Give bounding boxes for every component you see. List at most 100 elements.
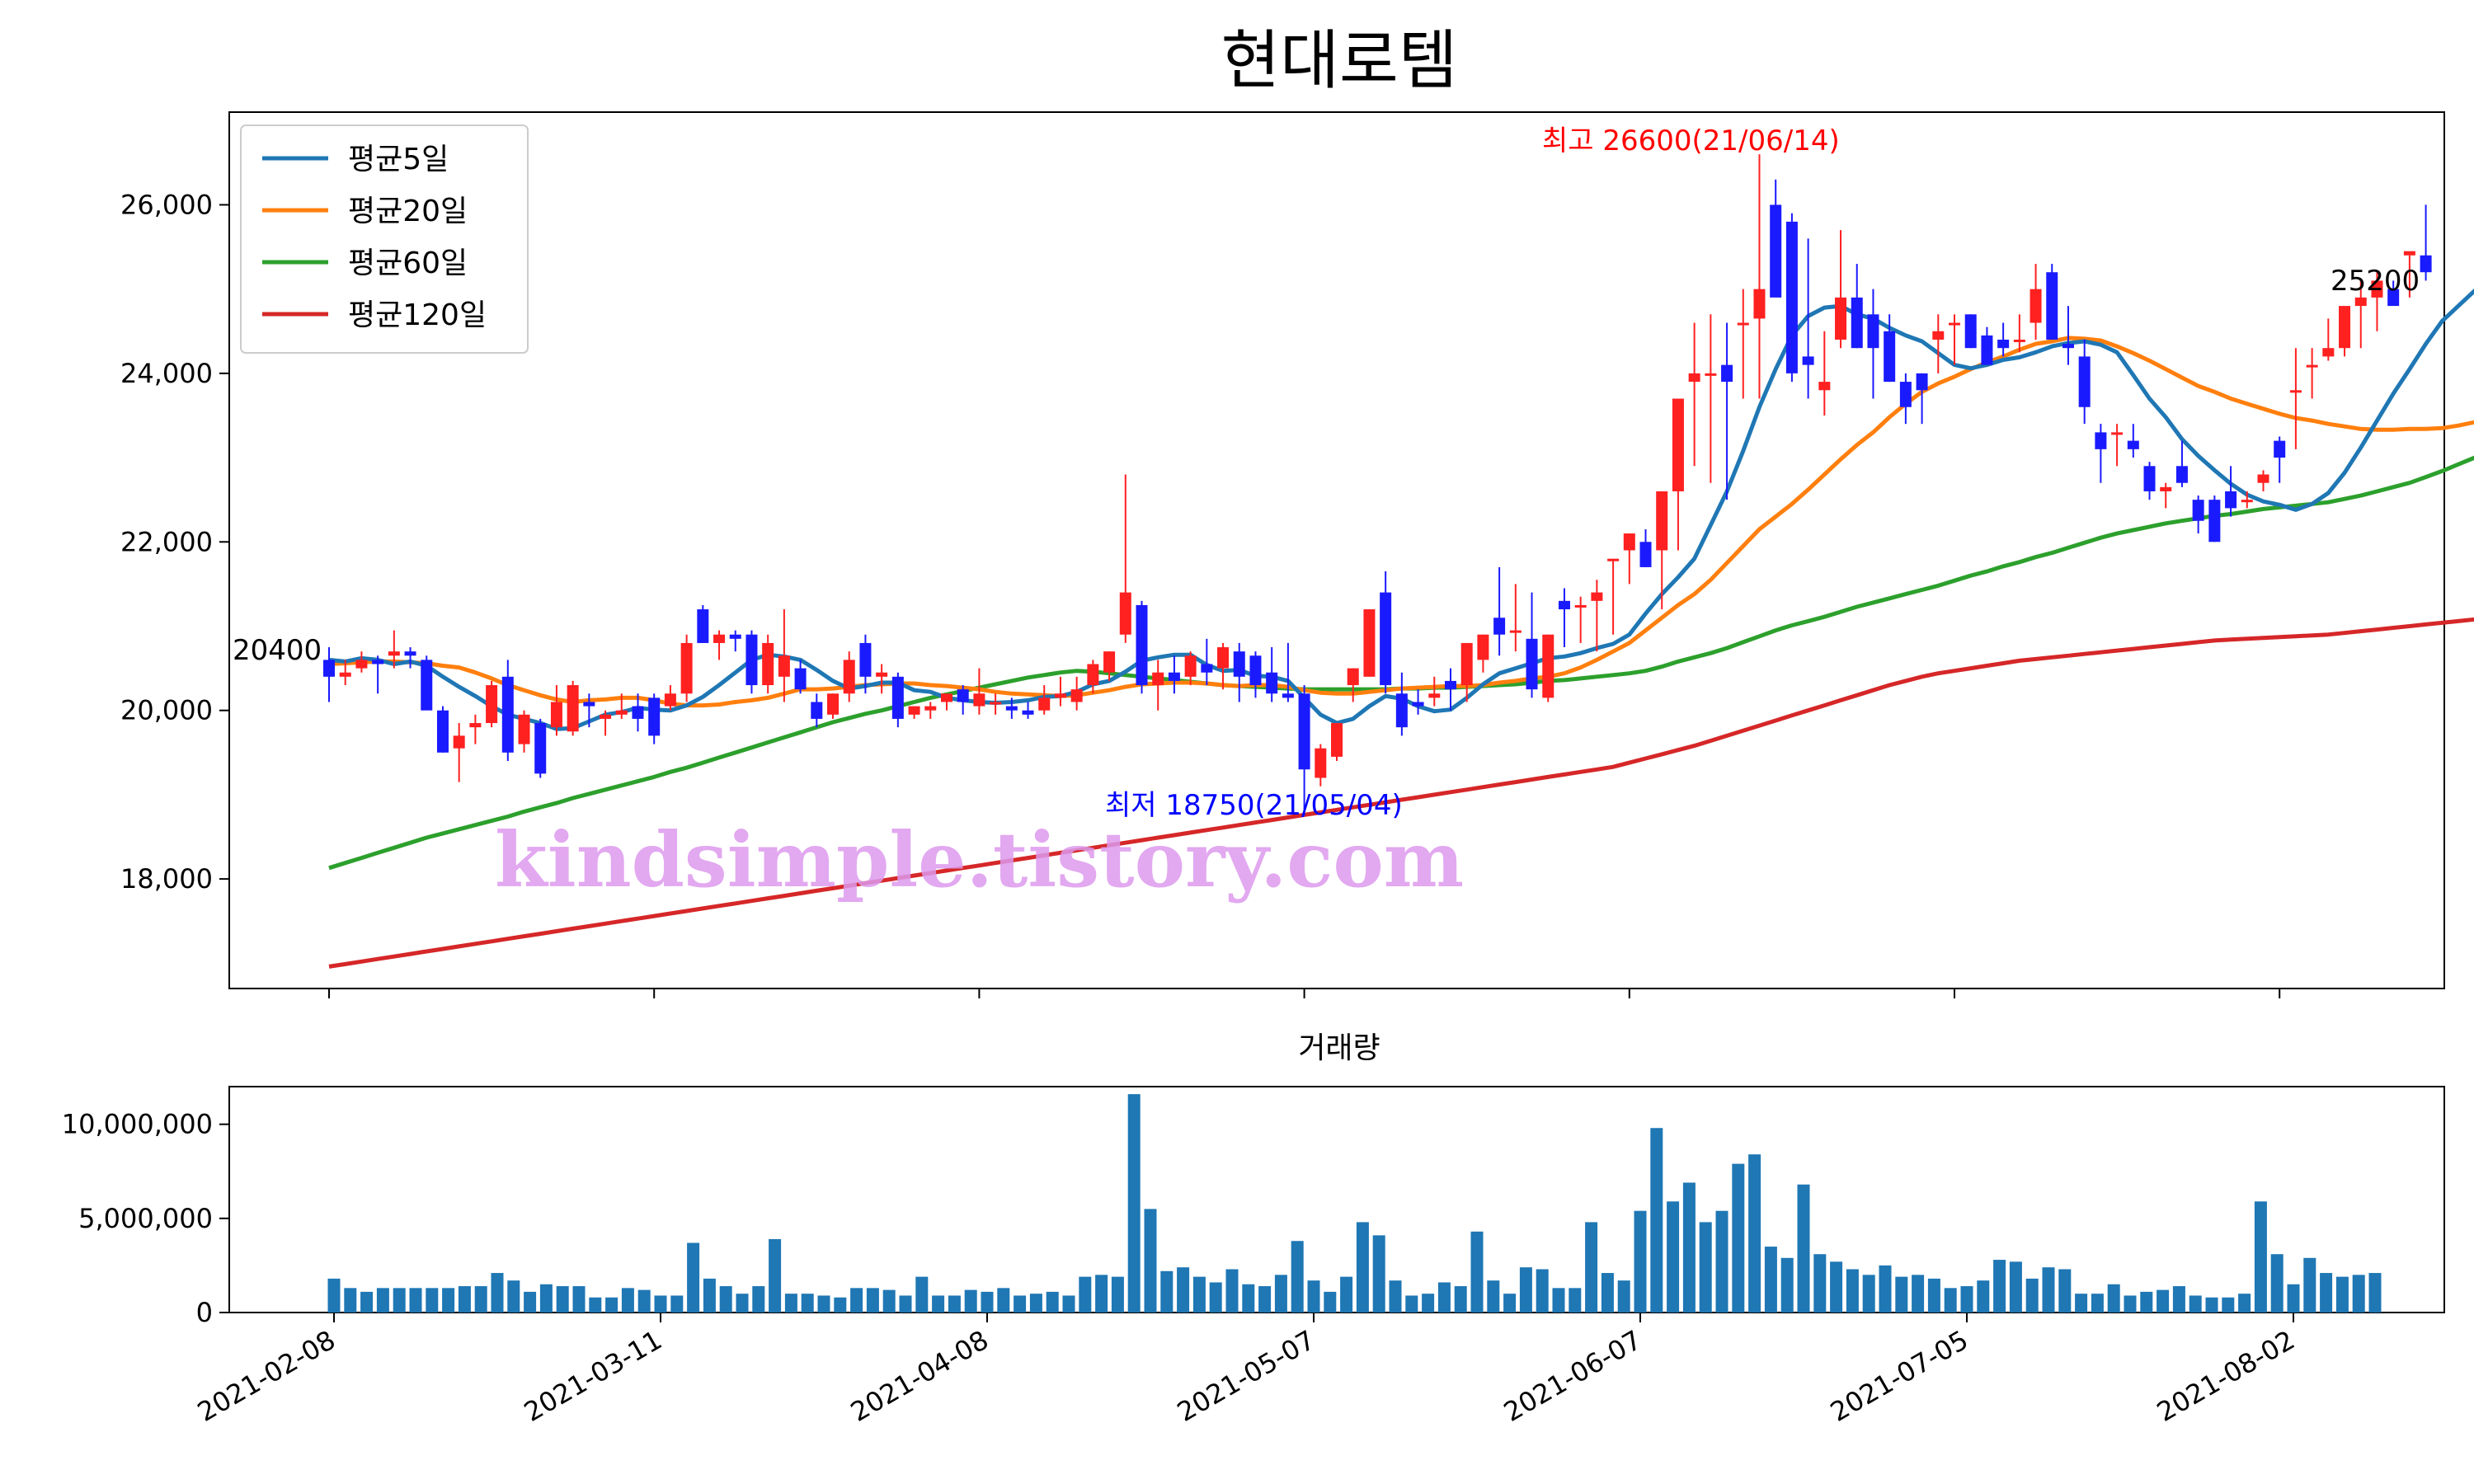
candle-body — [2192, 500, 2204, 521]
volume-bar — [1699, 1222, 1712, 1313]
candle-body — [1119, 592, 1131, 635]
volume-bar — [1307, 1280, 1320, 1313]
volume-bar — [1340, 1276, 1353, 1313]
volume-title: 거래량 — [1298, 1031, 1380, 1065]
volume-bar — [1846, 1269, 1859, 1313]
candle-body — [1233, 651, 1245, 677]
volume-bar — [1225, 1269, 1239, 1313]
candle-body — [973, 693, 985, 707]
volume-bar — [2270, 1254, 2284, 1313]
date-tick-label: 2021-08-02 — [2152, 1324, 2300, 1428]
candle-body — [1949, 322, 1960, 326]
candle-body — [2062, 344, 2074, 349]
volume-bar — [1519, 1267, 1532, 1313]
volume-bar — [2107, 1284, 2120, 1313]
volume-bar — [850, 1288, 863, 1313]
volume-bar — [1274, 1275, 1287, 1313]
volume-bar — [2172, 1286, 2185, 1313]
candle-body — [323, 660, 335, 677]
volume-bar — [2157, 1289, 2170, 1313]
volume-bar — [1682, 1182, 1696, 1313]
volume-bar — [1732, 1163, 1745, 1313]
candle-body — [2225, 491, 2237, 509]
volume-bar — [1356, 1222, 1369, 1313]
max-annotation: 최고 26600(21/06/14) — [1542, 124, 1840, 157]
volume-plot-frame — [228, 1086, 2445, 1313]
candle-body — [1331, 723, 1343, 757]
candle-body — [1884, 331, 1896, 383]
candle-body — [1249, 655, 1262, 686]
candle-body — [1022, 710, 1034, 715]
volume-bar — [442, 1288, 455, 1313]
volume-bar — [1503, 1294, 1517, 1313]
candle-body — [1412, 702, 1424, 707]
candle-body — [1558, 600, 1570, 610]
candle-body — [1282, 693, 1294, 698]
legend-box — [240, 124, 529, 354]
candle-body — [2111, 432, 2124, 435]
volume-bar — [2075, 1294, 2088, 1313]
volume-bar — [703, 1278, 716, 1313]
volume-bar — [1927, 1278, 1940, 1313]
volume-bar — [1960, 1286, 1973, 1313]
volume-bar — [458, 1286, 471, 1313]
candle-body — [713, 634, 726, 643]
candle-body — [1298, 693, 1310, 770]
price-y-tick-label: 26,000 — [120, 189, 213, 220]
volume-bar — [866, 1288, 879, 1313]
candle-body — [632, 706, 644, 719]
volume-bar — [1944, 1288, 1957, 1313]
volume-bar — [1422, 1294, 1435, 1313]
candle-body — [794, 668, 807, 690]
candle-body — [1217, 647, 1230, 669]
candle-body — [2095, 432, 2107, 449]
price-y-tick-label: 20,000 — [120, 695, 213, 726]
volume-y-tick-label: 0 — [196, 1297, 213, 1328]
candle-body — [1981, 335, 1993, 365]
candle-body — [1444, 680, 1456, 690]
candle-body — [501, 676, 514, 753]
volume-bar — [932, 1295, 945, 1313]
volume-bar — [1372, 1235, 1385, 1313]
date-tick-label: 2021-02-08 — [192, 1324, 341, 1428]
candle-body — [1656, 491, 1668, 551]
volume-bar — [736, 1294, 749, 1313]
volume-bar — [507, 1280, 520, 1313]
candle-body — [567, 685, 579, 732]
volume-bar — [1160, 1270, 1174, 1313]
volume-bar — [1879, 1265, 1892, 1313]
date-tick-label: 2021-04-08 — [845, 1324, 994, 1428]
candle-body — [453, 735, 465, 749]
candle-body — [486, 685, 498, 724]
volume-bar — [2287, 1284, 2300, 1313]
candle-body — [1315, 748, 1327, 778]
candle-body — [1266, 672, 1278, 694]
candle-body — [2046, 272, 2058, 340]
candle-body — [745, 634, 758, 686]
date-tick-label: 2021-03-11 — [519, 1324, 667, 1428]
volume-bar — [817, 1295, 830, 1313]
candle-body — [1997, 339, 2010, 349]
candle-body — [469, 723, 482, 728]
candle-body — [1721, 364, 1733, 383]
candle-body — [1363, 609, 1376, 677]
candle-body — [1005, 706, 1018, 711]
volume-bar — [1813, 1254, 1827, 1313]
candle-body — [1493, 618, 1506, 635]
candle-body — [2175, 466, 2188, 483]
candle-body — [1623, 533, 1635, 551]
candle-body — [2420, 255, 2432, 273]
candle-body — [518, 714, 530, 744]
candle-body — [388, 651, 400, 656]
candle-body — [1916, 373, 1928, 391]
candle-body — [1428, 693, 1441, 698]
candle-body — [2387, 289, 2400, 307]
volume-bar — [687, 1242, 700, 1313]
volume-bar — [1144, 1209, 1157, 1313]
candle-body — [1932, 331, 1945, 340]
volume-bar — [1797, 1184, 1810, 1313]
candle-body — [2257, 474, 2269, 483]
candle-body — [2371, 280, 2383, 298]
volume-bar — [1389, 1280, 1402, 1313]
watermark-text: kindsimple.tistory.com — [495, 815, 1464, 904]
